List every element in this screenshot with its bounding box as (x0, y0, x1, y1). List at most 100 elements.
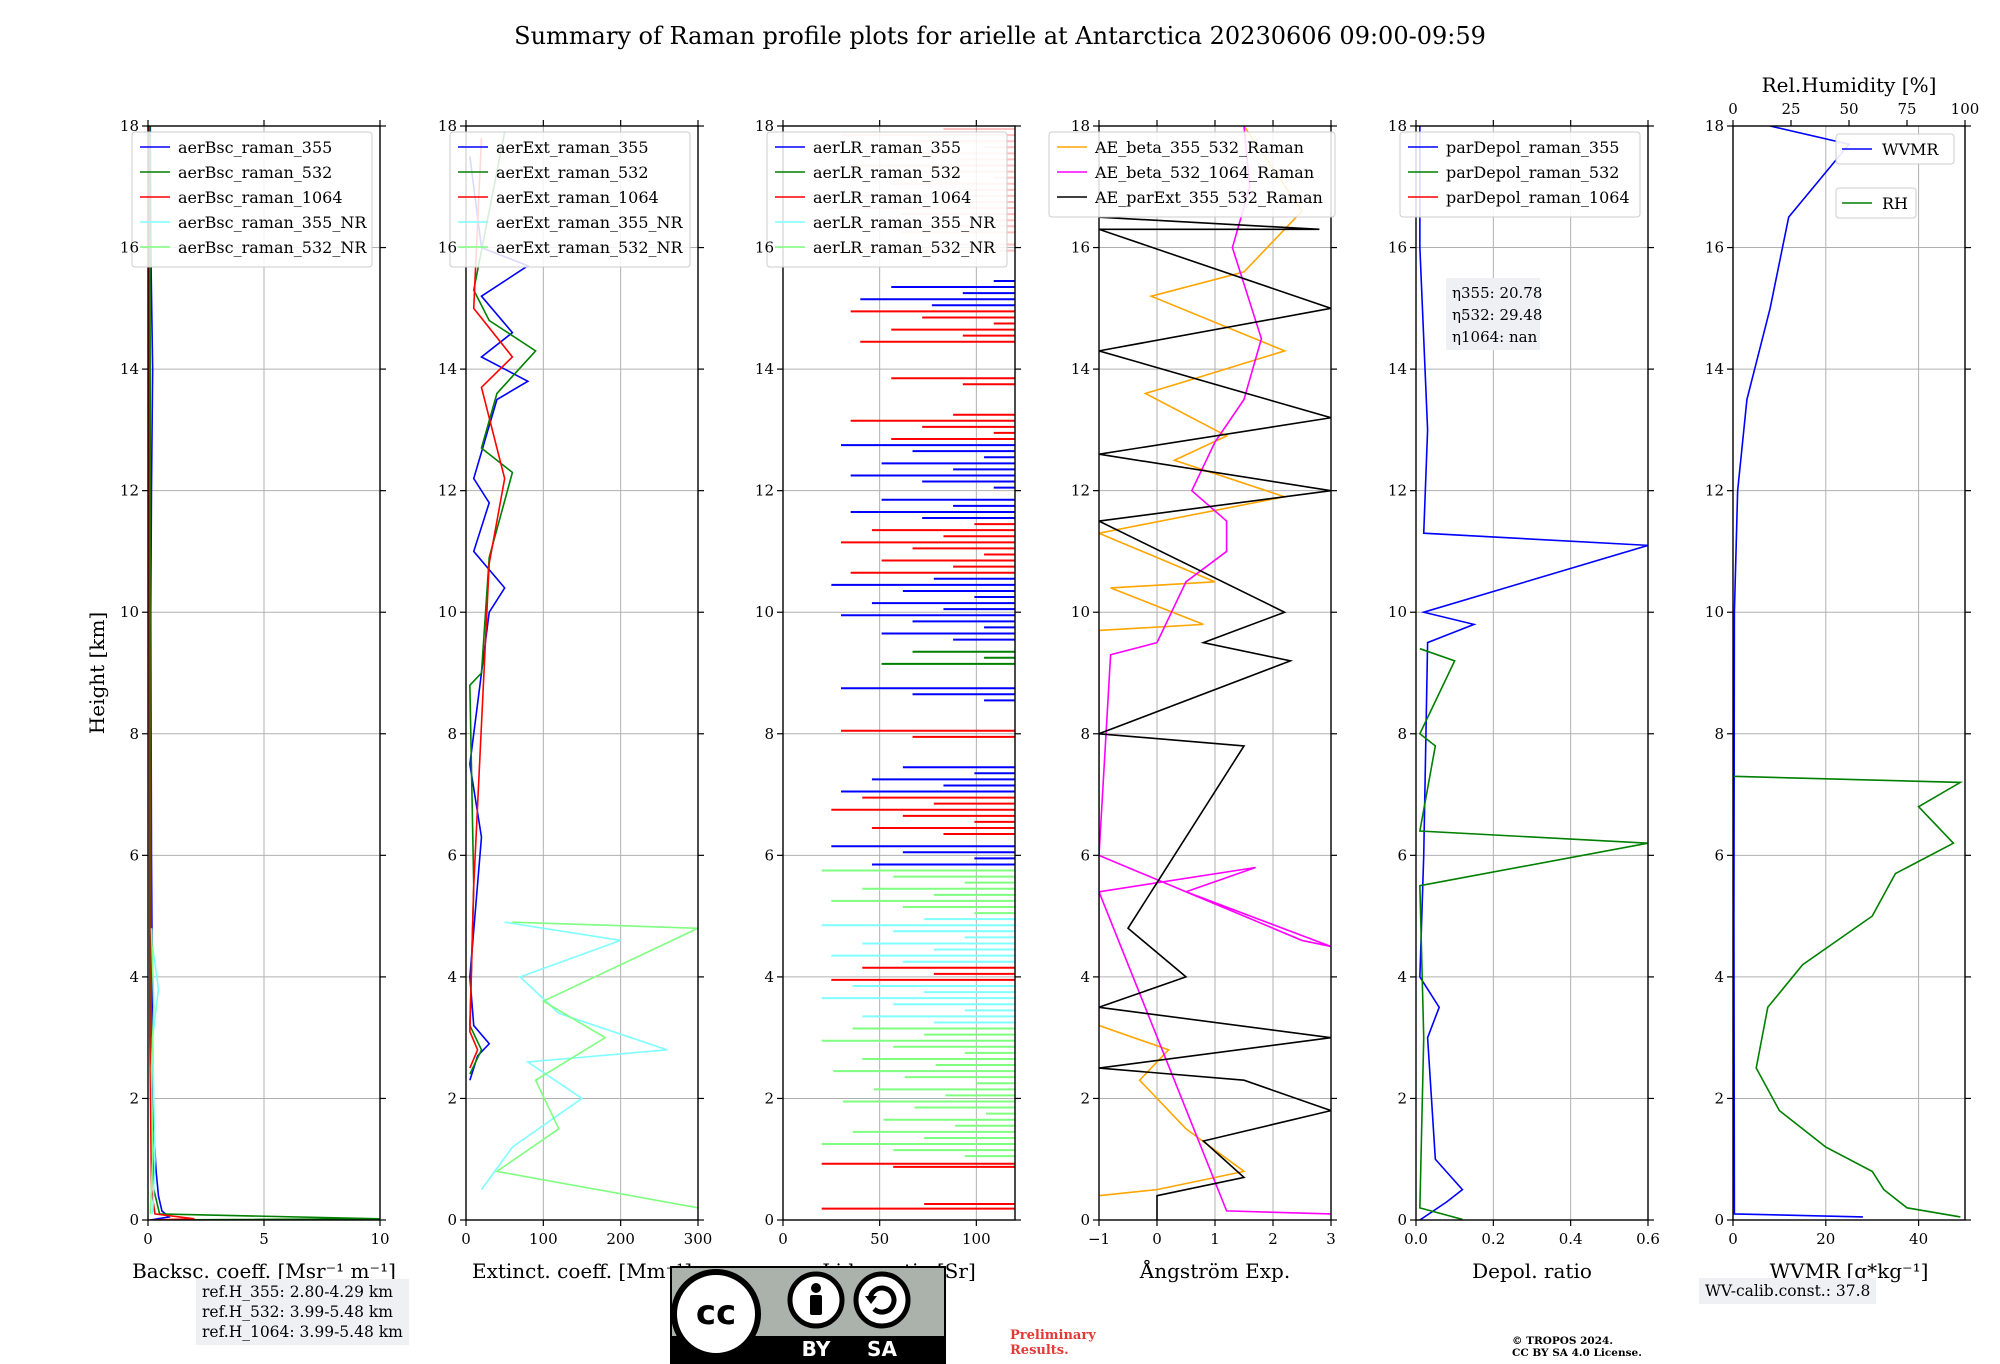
x-axis-label: Depol. ratio (1472, 1259, 1592, 1283)
axes-frame (782, 125, 1016, 1221)
x-tick-label: 0.2 (1481, 1230, 1505, 1248)
y-tick-label: 10 (120, 603, 139, 621)
panel-6 (1727, 120, 1971, 1226)
y-tick-label: 16 (1388, 239, 1407, 257)
eta-label: η1064: nan (1452, 328, 1538, 346)
cc-circle-icon (671, 1269, 761, 1359)
legend-label: aerBsc_raman_532_NR (178, 238, 367, 257)
x-tick-label: 3 (1326, 1230, 1336, 1248)
axes-frame (1732, 125, 1966, 1221)
y-tick-label: 2 (1714, 1089, 1724, 1107)
y-tick-label: 0 (1714, 1211, 1724, 1229)
legend-box (1399, 131, 1641, 218)
y-tick-label: 18 (1705, 117, 1724, 135)
x2-tick-label: 25 (1781, 100, 1800, 118)
legend-label: aerLR_raman_355 (813, 138, 961, 157)
series-line (1418, 647, 1648, 1220)
series-line (469, 156, 530, 1081)
legend-label: AE_parExt_355_532_Raman (1094, 188, 1323, 207)
x-axis-label: Extinct. coeff. [Mm⁻¹] (472, 1259, 692, 1283)
legend-label: aerBsc_raman_1064 (178, 188, 343, 207)
refh-1064-text: ref.H_1064: 3.99-5.48 km (202, 1323, 403, 1341)
refh-532-text: ref.H_532: 3.99-5.48 km (202, 1303, 393, 1321)
legend-box (1835, 187, 1917, 219)
x-tick-label: 0.0 (1404, 1230, 1428, 1248)
y-tick-label: 18 (1071, 117, 1090, 135)
y-tick-label: 12 (120, 482, 139, 500)
y-tick-label: 6 (764, 846, 774, 864)
eta-label: η532: 29.48 (1452, 306, 1542, 324)
y-tick-label: 18 (120, 117, 139, 135)
x-tick-label: 1 (1210, 1230, 1220, 1248)
y-tick-label: 2 (764, 1089, 774, 1107)
x-tick-label: 100 (529, 1230, 558, 1248)
legend-label: AE_beta_532_1064_Raman (1094, 163, 1314, 182)
x-tick-label: 100 (962, 1230, 991, 1248)
y-tick-label: 14 (1705, 360, 1724, 378)
y-tick-label: 16 (438, 239, 457, 257)
x2-tick-label: 50 (1839, 100, 1858, 118)
legend-label: aerLR_raman_532_NR (813, 238, 996, 257)
x-tick-label: −1 (1088, 1230, 1110, 1248)
y-tick-label: 18 (438, 117, 457, 135)
x2-tick-label: 100 (1951, 100, 1980, 118)
legend-label: aerBsc_raman_355 (178, 138, 332, 157)
y-tick-label: 0 (1397, 1211, 1407, 1229)
y-tick-label: 12 (1071, 482, 1090, 500)
legend-label: parDepol_raman_532 (1446, 163, 1619, 182)
legend-box (131, 131, 373, 268)
y-tick-label: 18 (755, 117, 774, 135)
legend-label: AE_beta_355_532_Raman (1094, 138, 1304, 157)
x2-tick-label: 75 (1897, 100, 1916, 118)
series-line (149, 126, 380, 1220)
legend-label: parDepol_raman_355 (1446, 138, 1619, 157)
legend-label: aerLR_raman_1064 (813, 188, 971, 207)
plot-area (1418, 126, 1648, 1220)
x-tick-label: 20 (1816, 1230, 1835, 1248)
y-tick-label: 6 (1397, 846, 1407, 864)
y-tick-label: 12 (1705, 482, 1724, 500)
y-tick-label: 16 (1071, 239, 1090, 257)
preliminary-note: Preliminary Results. (1010, 1328, 1120, 1358)
y-tick-label: 12 (1388, 482, 1407, 500)
x-tick-label: 0 (1152, 1230, 1162, 1248)
x-tick-label: 2 (1268, 1230, 1278, 1248)
cc-license-badge: cc BY SA (670, 1266, 946, 1364)
y-tick-label: 14 (438, 360, 457, 378)
y-tick-label: 8 (447, 725, 457, 743)
y-tick-label: 0 (447, 1211, 457, 1229)
x-tick-label: 300 (684, 1230, 713, 1248)
y-tick-label: 8 (129, 725, 139, 743)
figure-title: Summary of Raman profile plots for ariel… (514, 22, 1486, 50)
wv-calib-box: WV-calib.const.: 37.8 (1699, 1278, 1877, 1304)
preliminary-line-1: Preliminary (1010, 1328, 1096, 1343)
plot-area (1099, 126, 1331, 1220)
y-tick-label: 4 (1714, 968, 1724, 986)
y-tick-label: 8 (764, 725, 774, 743)
panel-3 (766, 120, 1021, 1226)
x-tick-label: 0 (1728, 1230, 1738, 1248)
series-line (151, 946, 160, 1214)
y-tick-label: 10 (755, 603, 774, 621)
cc-mark: cc (696, 1293, 736, 1333)
y-tick-label: 10 (1071, 603, 1090, 621)
axes-frame (1415, 125, 1649, 1221)
y-tick-label: 14 (1388, 360, 1407, 378)
copyright-line-1: © TROPOS 2024. (1512, 1335, 1614, 1347)
x-axis-label: Ångström Exp. (1139, 1258, 1290, 1283)
panel-5 (1399, 120, 1654, 1226)
license-by-label: BY (802, 1337, 831, 1361)
series-line (149, 928, 155, 1214)
plot-area (1733, 126, 1964, 1218)
wv-calib-text: WV-calib.const.: 37.8 (1705, 1282, 1871, 1300)
plot-area (469, 131, 698, 1209)
y-tick-label: 0 (1080, 1211, 1090, 1229)
legend-label: aerExt_raman_532_NR (496, 238, 684, 257)
x2-tick-label: 0 (1728, 100, 1738, 118)
y-tick-label: 16 (120, 239, 139, 257)
y-tick-label: 2 (129, 1089, 139, 1107)
series-line (1733, 775, 1964, 1218)
legend-box (449, 131, 691, 268)
y-tick-label: 10 (438, 603, 457, 621)
